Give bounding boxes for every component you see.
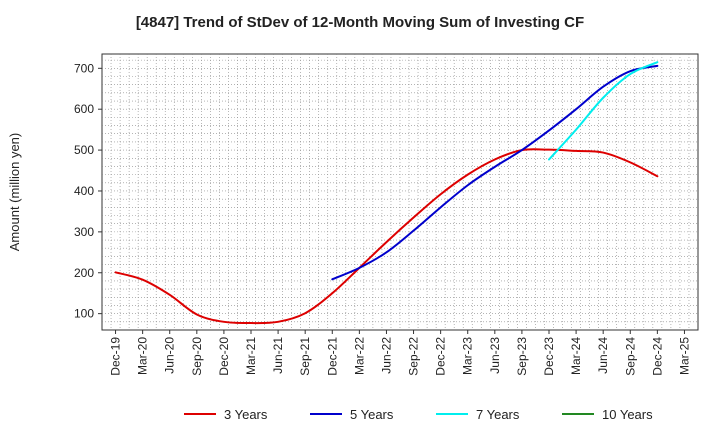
x-tick-label: Dec-21 — [325, 337, 339, 376]
y-tick-label: 700 — [74, 61, 94, 75]
x-tick-label: Mar-20 — [136, 337, 150, 375]
y-tick-label: 400 — [74, 184, 94, 198]
x-tick-label: Dec-24 — [650, 337, 664, 376]
y-tick-label: 600 — [74, 102, 94, 116]
y-tick-label: 200 — [74, 266, 94, 280]
x-tick-label: Sep-21 — [298, 337, 312, 376]
x-tick-label: Mar-23 — [461, 337, 475, 375]
x-tick-label: Mar-24 — [569, 337, 583, 375]
y-tick-label: 300 — [74, 225, 94, 239]
legend-label-3-years: 3 Years — [224, 407, 268, 422]
y-axis-label: Amount (million yen) — [7, 133, 22, 252]
x-tick-label: Sep-20 — [190, 337, 204, 376]
x-tick-label: Sep-23 — [515, 337, 529, 376]
x-tick-label: Jun-24 — [596, 337, 610, 374]
x-tick-label: Jun-21 — [271, 337, 285, 374]
grid-lines — [102, 54, 698, 330]
legend-label-5-years: 5 Years — [350, 407, 394, 422]
series-lines — [114, 61, 659, 325]
x-axis-ticks: Dec-19 Mar-20 Jun-20 Sep-20 Dec-20 Mar-21 Jun-… — [109, 330, 691, 376]
legend: 3 Years 5 Years 7 Years 10 Years — [184, 407, 653, 422]
legend-label-7-years: 7 Years — [476, 407, 520, 422]
legend-label-10-years: 10 Years — [602, 407, 653, 422]
x-tick-label: Dec-22 — [434, 337, 448, 376]
series-line-5-years — [331, 64, 659, 281]
x-tick-label: Mar-21 — [244, 337, 258, 375]
series-line-7-years — [548, 61, 659, 161]
x-tick-label: Sep-22 — [407, 337, 421, 376]
x-tick-label: Dec-23 — [542, 337, 556, 376]
x-tick-label: Jun-22 — [379, 337, 393, 374]
series-line-3-years — [114, 148, 659, 325]
y-axis-ticks: 100 200 300 400 500 600 700 — [74, 61, 102, 321]
x-tick-label: Sep-24 — [623, 337, 637, 376]
x-tick-label: Jun-20 — [163, 337, 177, 374]
x-tick-label: Dec-20 — [217, 337, 231, 376]
x-tick-label: Mar-25 — [677, 337, 691, 375]
x-tick-label: Jun-23 — [488, 337, 502, 374]
chart-title: [4847] Trend of StDev of 12-Month Moving… — [135, 14, 585, 31]
x-tick-label: Mar-22 — [352, 337, 366, 375]
y-tick-label: 100 — [74, 307, 94, 321]
x-tick-label: Dec-19 — [109, 337, 123, 376]
y-tick-label: 500 — [74, 143, 94, 157]
